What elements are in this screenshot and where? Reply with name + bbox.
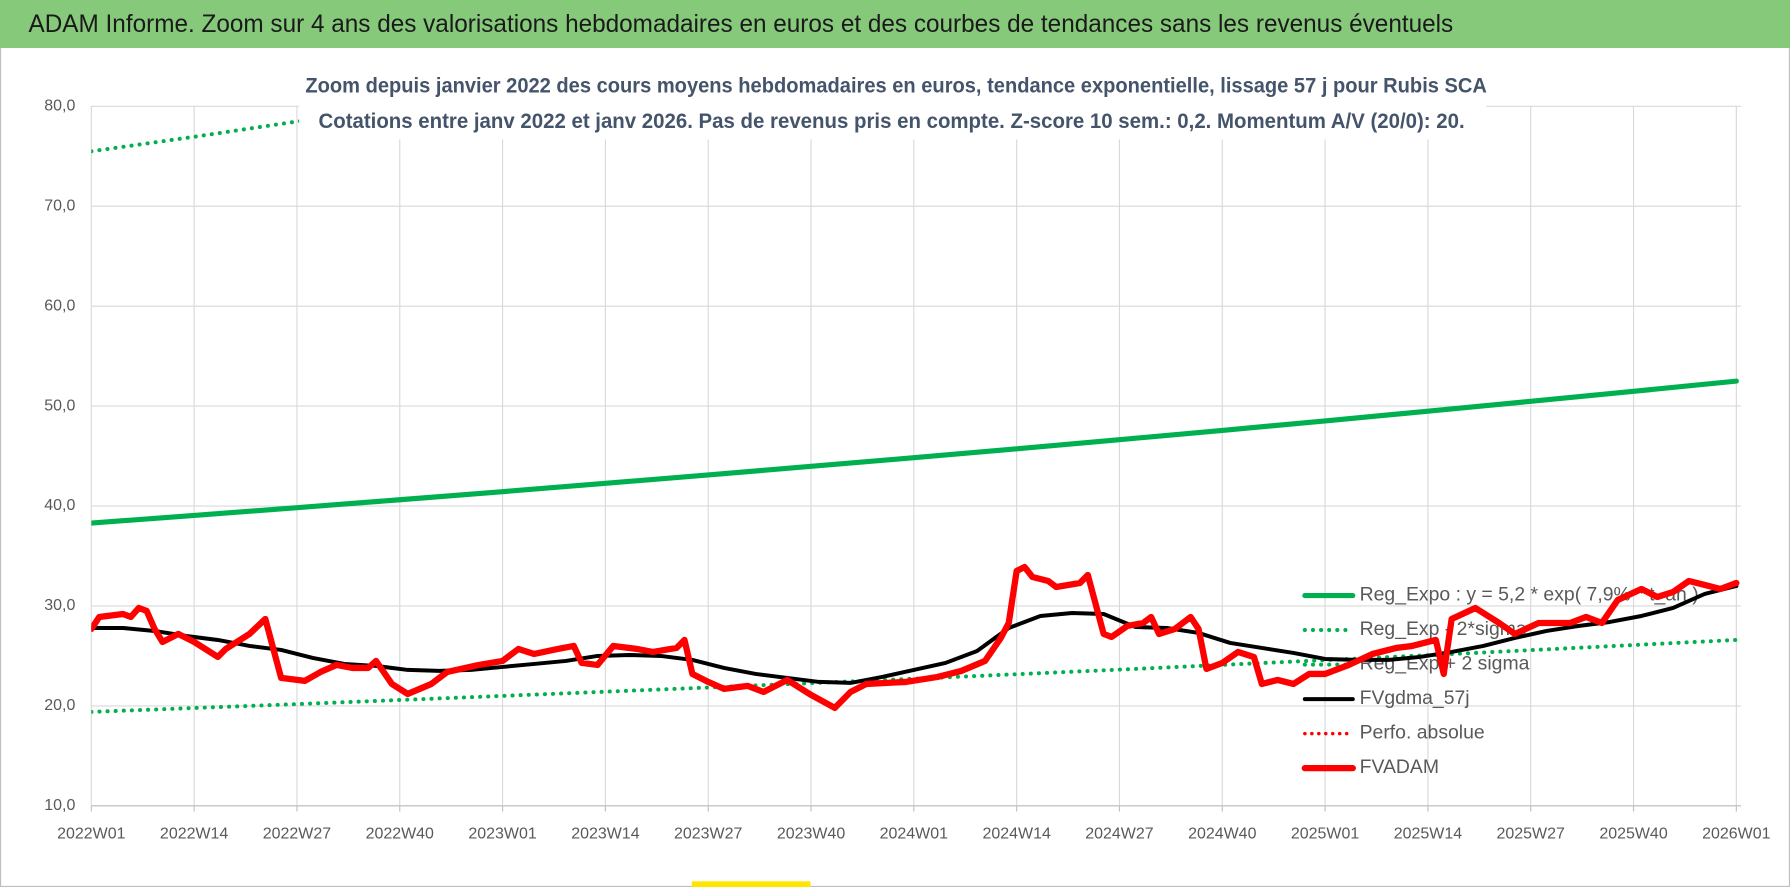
x-tick-label: 2024W40 xyxy=(1188,826,1256,843)
x-tick-label: 2023W27 xyxy=(674,826,742,843)
title-background xyxy=(299,68,1487,140)
x-tick-label: 2025W40 xyxy=(1599,826,1667,843)
x-tick-label: 2022W40 xyxy=(366,826,434,843)
x-tick-label: 2023W14 xyxy=(571,826,639,843)
x-tick-label: 2022W01 xyxy=(57,826,125,843)
legend-label: FVADAM xyxy=(1360,756,1439,778)
x-tick-label: 2023W40 xyxy=(777,826,845,843)
series-line xyxy=(91,378,1739,526)
x-tick-label: 2022W14 xyxy=(160,826,228,843)
grid: 10,0 20,0 30,0 40,0 50,0 60,0 70,0 80,0 2022W01 2… xyxy=(44,98,1770,843)
y-tick-label: 60,0 xyxy=(44,297,75,314)
x-tick-label: 2023W01 xyxy=(468,826,536,843)
x-tick-label: 2025W27 xyxy=(1497,826,1565,843)
y-tick-label: 10,0 xyxy=(44,797,75,814)
chart-subtitle: Cotations entre janv 2022 et janv 2026. … xyxy=(319,108,1465,133)
x-tick-label: 2025W01 xyxy=(1291,826,1359,843)
x-tick-label: 2025W14 xyxy=(1394,826,1462,843)
y-tick-label: 20,0 xyxy=(44,697,75,714)
header-title: ADAM Informe. Zoom sur 4 ans des valoris… xyxy=(29,10,1454,38)
legend-label: FVgdma_57j xyxy=(1360,687,1470,709)
x-tick-label: 2024W01 xyxy=(880,826,948,843)
legend-label: Perfo. absolue xyxy=(1360,722,1485,744)
header-bar xyxy=(0,0,1790,49)
y-tick-label: 70,0 xyxy=(44,197,75,214)
x-tick-label: 2024W27 xyxy=(1085,826,1153,843)
legend-label: Reg_Exp - 2*sigma xyxy=(1360,618,1527,640)
bottom-accent xyxy=(691,881,811,887)
chart-title: Zoom depuis janvier 2022 des cours moyen… xyxy=(305,73,1487,98)
y-tick-label: 80,0 xyxy=(44,98,75,115)
x-tick-label: 2024W14 xyxy=(982,826,1050,843)
x-tick-label: 2022W27 xyxy=(263,826,331,843)
y-tick-label: 30,0 xyxy=(44,597,75,614)
y-tick-label: 40,0 xyxy=(44,497,75,514)
x-tick-label: 2026W01 xyxy=(1702,826,1770,843)
y-tick-label: 50,0 xyxy=(44,397,75,414)
series-line xyxy=(91,563,1740,712)
series-line xyxy=(91,637,1739,714)
